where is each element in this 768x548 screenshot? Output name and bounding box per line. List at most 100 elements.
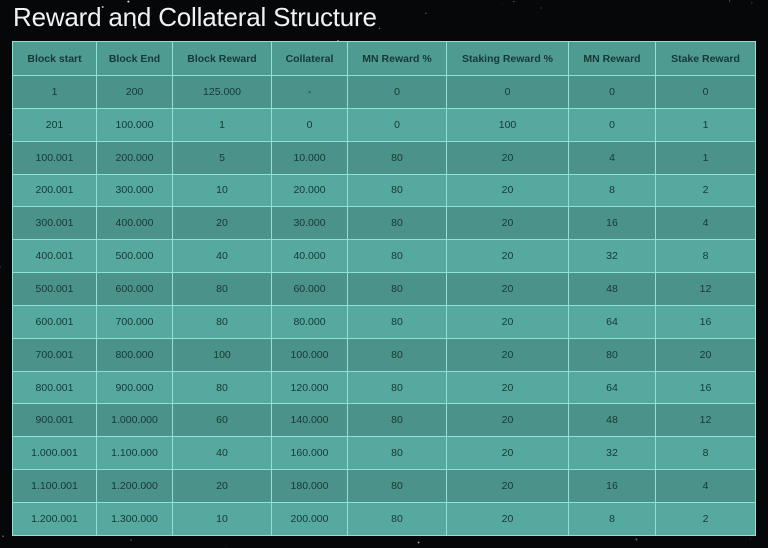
star-dot [130,539,132,541]
cell-mn-reward: 16 [568,469,656,503]
cell-block-start: 201 [12,107,97,142]
cell-mn-reward: 0 [568,75,656,109]
table-row: 500.001 600.000 80 60.000 80 20 48 12 [12,272,756,306]
cell-mn-reward: 4 [568,140,656,175]
cell-collateral: 100.000 [271,337,348,372]
cell-block-end: 1.000.000 [96,403,173,438]
cell-staking-reward-pct: 20 [446,272,569,306]
table-header-row: Block start Block End Block Reward Colla… [12,41,756,76]
star-dot [635,538,638,541]
cell-block-end: 900.000 [96,370,173,405]
cell-mn-reward-pct: 80 [347,304,447,339]
cell-block-start: 1 [12,75,97,109]
cell-block-reward: 20 [172,469,272,503]
cell-block-reward: 80 [172,272,272,306]
cell-mn-reward: 48 [568,403,656,438]
cell-mn-reward: 80 [568,337,656,372]
cell-block-reward: 100 [172,337,272,372]
cell-block-reward: 10 [172,173,272,208]
cell-stake-reward: 4 [655,206,756,241]
cell-stake-reward: 0 [655,75,756,109]
cell-block-end: 800.000 [96,337,173,372]
cell-staking-reward-pct: 20 [446,206,569,241]
cell-mn-reward: 48 [568,272,656,306]
star-dot [540,7,542,9]
star-dot [378,27,380,30]
cell-mn-reward-pct: 80 [347,436,447,471]
table-row: 1.100.001 1.200.000 20 180.000 80 20 16 4 [12,469,756,503]
cell-collateral: 200.000 [271,501,348,536]
cell-block-reward: 1 [172,107,272,142]
cell-staking-reward-pct: 20 [446,239,569,274]
cell-staking-reward-pct: 20 [446,140,569,175]
cell-stake-reward: 8 [655,239,756,274]
cell-block-start: 400.001 [12,239,97,274]
table-row: 1.200.001 1.300.000 10 200.000 80 20 8 2 [12,501,756,536]
table-body: 1 200 125.000-0 0 0 0 201 100.000 1 0 0 100 0 1 100.00… [12,75,756,536]
cell-collateral: - [271,75,348,109]
cell-stake-reward: 12 [655,272,756,306]
cell-block-start: 1.100.001 [12,469,97,503]
cell-block-end: 600.000 [96,272,173,306]
table-row: 100.001 200.000 5 10.000 80 20 4 1 [12,140,756,175]
cell-staking-reward-pct: 20 [446,370,569,405]
column-header-collateral: Collateral [271,41,348,76]
cell-collateral: 120.000 [271,370,348,405]
column-header-block-reward: Block Reward [172,41,272,76]
cell-block-reward: 5 [172,140,272,175]
cell-collateral: 0 [271,107,348,142]
star-dot [417,541,420,544]
cell-staking-reward-pct: 20 [446,173,569,208]
cell-block-start: 300.001 [12,206,97,241]
cell-mn-reward-pct: 80 [347,501,447,536]
cell-staking-reward-pct: 20 [446,337,569,372]
cell-staking-reward-pct: 20 [446,469,569,503]
column-header-mn-reward: MN Reward [568,41,656,76]
cell-mn-reward-pct: 80 [347,403,447,438]
cell-staking-reward-pct: 0 [446,75,569,109]
cell-block-start: 800.001 [12,370,97,405]
cell-mn-reward: 32 [568,239,656,274]
cell-collateral: 20.000 [271,173,348,208]
table-row: 900.001 1.000.000 60 140.000 80 20 48 12 [12,403,756,438]
table-row: 600.001 700.000 80 80.000 80 20 64 16 [12,304,756,339]
star-dot [134,26,137,29]
cell-staking-reward-pct: 20 [446,501,569,536]
column-header-block-end: Block End [96,41,173,76]
cell-block-end: 300.000 [96,173,173,208]
table-row: 1.000.001 1.100.000 40 160.000 80 20 32 8 [12,436,756,471]
star-dot [751,2,753,4]
table-row: 800.001 900.000 80 120.000 80 20 64 16 [12,370,756,405]
star-dot [127,0,130,3]
table-row: 201 100.000 1 0 0 100 0 1 [12,107,756,142]
cell-block-end: 200 [96,75,173,109]
cell-mn-reward: 64 [568,370,656,405]
cell-collateral: 60.000 [271,272,348,306]
cell-block-start: 600.001 [12,304,97,339]
cell-block-reward: 10 [172,501,272,536]
cell-stake-reward: 1 [655,140,756,175]
cell-mn-reward-pct: 80 [347,272,447,306]
table-row: 700.001 800.000 100 100.000 80 20 80 20 [12,337,756,372]
cell-block-start: 900.001 [12,403,97,438]
table-row: 1 200 125.000-0 0 0 0 [12,75,756,109]
cell-collateral: 40.000 [271,239,348,274]
cell-mn-reward-pct: 80 [347,469,447,503]
cell-block-end: 400.000 [96,206,173,241]
table-row: 400.001 500.000 40 40.000 80 20 32 8 [12,239,756,274]
cell-stake-reward: 2 [655,501,756,536]
cell-mn-reward: 32 [568,436,656,471]
cell-block-end: 700.000 [96,304,173,339]
cell-mn-reward: 64 [568,304,656,339]
cell-block-end: 100.000 [96,107,173,142]
star-dot [0,266,1,268]
cell-staking-reward-pct: 20 [446,403,569,438]
cell-block-start: 1.000.001 [12,436,97,471]
cell-collateral: 160.000 [271,436,348,471]
cell-block-end: 500.000 [96,239,173,274]
cell-mn-reward-pct: 0 [347,75,447,109]
cell-block-end: 200.000 [96,140,173,175]
star-dot [101,6,104,8]
cell-collateral: 180.000 [271,469,348,503]
star-dot [225,546,227,548]
